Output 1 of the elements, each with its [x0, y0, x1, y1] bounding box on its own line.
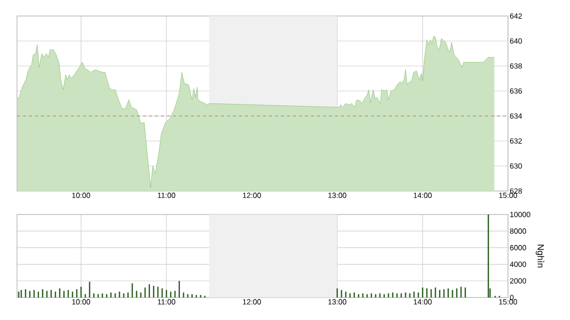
y-axis-title: Nghìn — [536, 244, 544, 268]
